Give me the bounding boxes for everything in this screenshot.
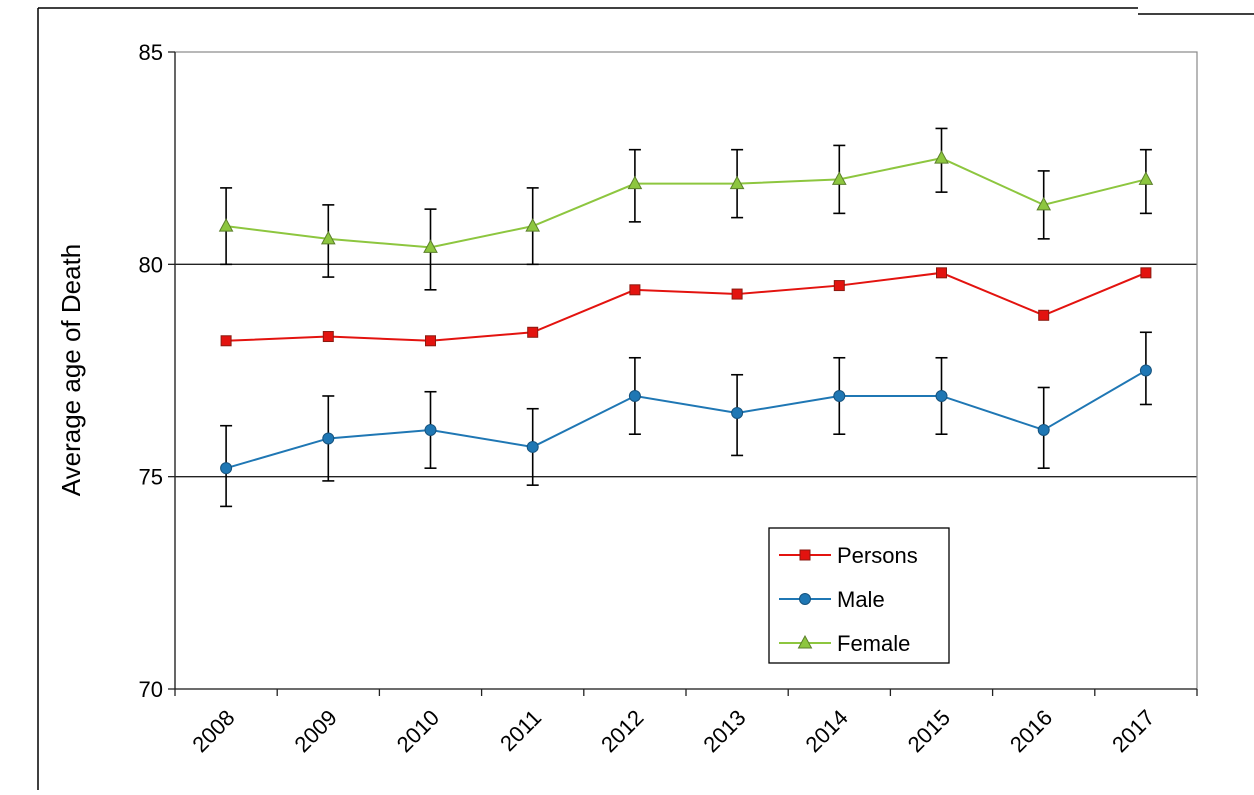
x-tick-label-2016: 2016	[1005, 705, 1057, 757]
data-point-female-2008	[218, 218, 234, 232]
data-point-male-2011	[526, 440, 539, 453]
x-tick-labels: 2008 2009 2010 2011 2012 2013 2014 2015 2016 2017	[187, 705, 1159, 757]
series-male	[220, 331, 1152, 508]
plot-area-border	[174, 51, 1198, 690]
x-tick-label-2017: 2017	[1107, 705, 1159, 757]
series-line-male	[225, 369, 1147, 470]
data-point-male-2012	[628, 389, 641, 402]
data-point-male-2009	[322, 432, 335, 445]
data-point-persons-2016	[1038, 309, 1050, 321]
data-point-male-2016	[1037, 423, 1050, 436]
series-line-persons	[226, 271, 1147, 342]
data-point-female-2010	[423, 239, 438, 253]
data-point-persons-2011	[527, 326, 539, 338]
series-line-female	[225, 157, 1147, 249]
data-point-persons-2009	[322, 331, 334, 343]
x-tick-label-2014: 2014	[801, 705, 853, 757]
x-tick-label-2013: 2013	[698, 705, 750, 757]
x-tick-label-2011: 2011	[495, 705, 546, 756]
y-tick-label-70: 70	[139, 677, 163, 702]
x-tick-label-2009: 2009	[290, 705, 342, 757]
x-tick-label-2015: 2015	[903, 705, 955, 757]
data-point-male-2015	[935, 389, 948, 402]
y-axis-label: Average age of Death	[56, 244, 86, 496]
legend-entry-male: Male	[779, 587, 885, 612]
data-point-female-2015	[934, 150, 949, 164]
data-point-persons-2013	[731, 288, 743, 300]
x-tick-label-2010: 2010	[392, 705, 444, 757]
y-tick-label-75: 75	[139, 465, 163, 490]
legend-label-female: Female	[837, 631, 910, 656]
data-point-male-2010	[424, 423, 437, 436]
data-point-persons-2015	[936, 267, 947, 279]
legend-marker-male	[799, 593, 811, 605]
y-tick-labels: 70 75 80 85	[139, 40, 163, 702]
legend-entry-persons: Persons	[779, 543, 918, 568]
data-point-persons-2008	[220, 335, 232, 347]
gridlines	[175, 263, 1197, 478]
legend-label-male: Male	[837, 587, 885, 612]
series-persons	[220, 267, 1152, 347]
data-point-female-2014	[831, 171, 847, 185]
legend-marker-persons	[799, 549, 811, 561]
legend-entry-female: Female	[779, 631, 910, 656]
y-tick-label-85: 85	[139, 40, 163, 65]
data-point-male-2014	[833, 389, 846, 402]
axes	[168, 51, 1198, 696]
data-point-female-2016	[1036, 196, 1052, 211]
x-tick-label-2008: 2008	[187, 705, 239, 757]
data-point-male-2013	[731, 406, 744, 419]
legend: Persons Male Female	[768, 527, 950, 664]
data-point-male-2017	[1139, 364, 1152, 377]
y-tick-label-80: 80	[139, 252, 163, 277]
data-point-persons-2012	[629, 284, 641, 296]
data-point-female-2017	[1138, 171, 1154, 185]
data-point-female-2012	[627, 175, 643, 190]
data-point-persons-2010	[425, 335, 436, 347]
legend-label-persons: Persons	[837, 543, 918, 568]
series-layer	[218, 127, 1154, 508]
data-point-female-2009	[320, 230, 336, 245]
legend-marker-female	[797, 634, 813, 649]
data-point-persons-2017	[1140, 267, 1152, 279]
data-point-persons-2014	[833, 280, 845, 292]
x-tick-label-2012: 2012	[596, 705, 648, 757]
data-point-female-2013	[729, 175, 745, 190]
data-point-male-2008	[220, 462, 233, 475]
data-point-female-2011	[525, 218, 541, 232]
legend-box	[768, 527, 950, 664]
series-female	[218, 127, 1154, 291]
